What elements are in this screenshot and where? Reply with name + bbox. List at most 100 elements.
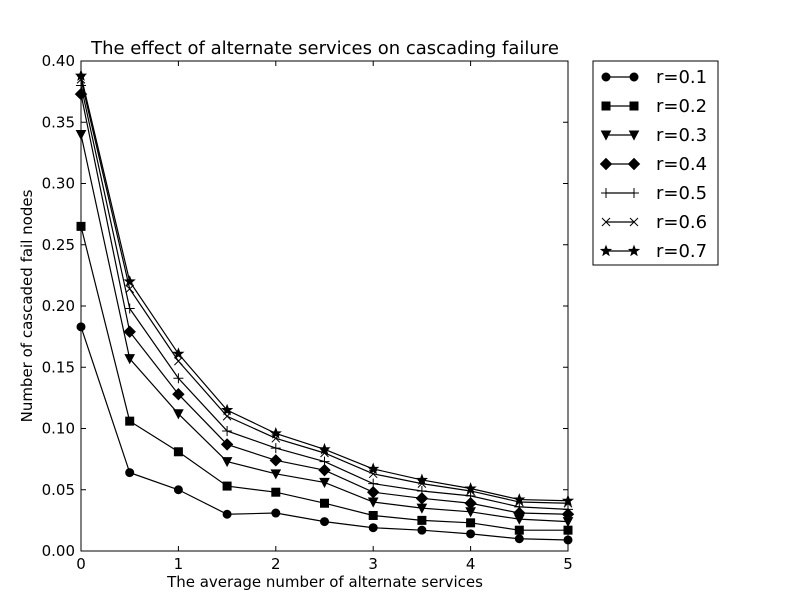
data-point — [318, 442, 331, 455]
data-point — [222, 425, 233, 436]
y-tick-label: 0.00 — [42, 542, 75, 560]
data-point — [123, 275, 136, 287]
data-point — [368, 478, 379, 489]
legend-entry: r=0.6 — [601, 212, 707, 233]
series-r-0-4 — [74, 87, 575, 521]
data-point — [320, 517, 329, 527]
legend-entry: r=0.4 — [599, 154, 707, 175]
data-point — [464, 482, 477, 494]
plot-area: 0 1 2 3 4 5 0.00 0.05 0.10 0.15 0.20 0.25 0.30 0.35 0.… — [42, 52, 575, 573]
data-point — [417, 515, 427, 525]
legend-marker — [599, 244, 613, 257]
legend-marker — [628, 130, 640, 141]
data-point — [367, 462, 380, 475]
data-point — [269, 454, 283, 467]
y-axis-label: Number of cascaded fail nodes — [18, 189, 36, 422]
legend-label: r=0.2 — [656, 96, 707, 117]
data-point — [415, 492, 429, 505]
y-tick-label: 0.35 — [42, 113, 75, 131]
series-r-0-5 — [76, 80, 573, 515]
legend-marker — [629, 101, 639, 111]
data-point — [514, 501, 525, 512]
data-point — [173, 447, 183, 457]
x-tick-label: 4 — [466, 555, 476, 573]
y-tick-label: 0.30 — [42, 175, 75, 193]
axes-frame — [80, 60, 569, 552]
legend-entry: r=0.7 — [599, 241, 707, 262]
data-point — [513, 506, 526, 520]
legend-box — [592, 60, 719, 266]
legend-entry: r=0.5 — [601, 183, 707, 204]
legend-marker — [601, 72, 611, 82]
data-point — [465, 490, 476, 501]
y-tick-label: 0.05 — [42, 481, 75, 499]
series-r-0-3 — [75, 130, 574, 528]
y-tick-label: 0.25 — [42, 236, 75, 254]
legend-entry: r=0.3 — [600, 125, 707, 146]
legend-label: r=0.6 — [656, 212, 707, 233]
data-point — [320, 498, 329, 508]
data-point — [513, 493, 526, 505]
data-point — [417, 525, 427, 535]
data-point — [368, 523, 378, 533]
data-point — [173, 485, 183, 495]
data-point — [173, 373, 184, 384]
data-point — [271, 508, 281, 518]
y-tick-label: 0.40 — [42, 52, 75, 70]
data-point — [221, 457, 233, 468]
data-point — [125, 416, 135, 426]
data-point — [269, 426, 282, 439]
data-point — [319, 456, 330, 467]
series-r-0-1 — [76, 322, 573, 545]
data-point — [464, 497, 477, 510]
data-point — [222, 509, 232, 519]
x-axis-label: The average number of alternate services — [166, 573, 483, 591]
legend-marker — [629, 217, 639, 227]
y-tick-label: 0.15 — [42, 358, 75, 376]
data-point — [173, 409, 184, 420]
data-point — [514, 534, 524, 544]
data-point — [222, 481, 232, 491]
data-point — [466, 529, 476, 539]
y-tick-label: 0.20 — [42, 297, 75, 315]
legend-marker — [627, 244, 641, 257]
data-point — [466, 518, 476, 528]
legend-marker — [627, 157, 641, 171]
legend-label: r=0.7 — [656, 241, 707, 262]
legend-label: r=0.1 — [656, 67, 707, 88]
data-point — [124, 354, 136, 365]
data-point — [123, 325, 136, 338]
legend-marker — [600, 130, 612, 141]
legend-marker — [601, 217, 611, 227]
data-point — [319, 477, 330, 488]
data-point — [514, 525, 524, 535]
data-point — [172, 387, 185, 401]
data-point — [318, 463, 331, 477]
legend-entry: r=0.1 — [601, 67, 707, 88]
x-tick-label: 1 — [174, 555, 184, 573]
x-tick-label: 3 — [368, 555, 378, 573]
x-tick-label: 2 — [271, 555, 281, 573]
data-point — [415, 473, 429, 486]
series-r-0-2 — [76, 221, 573, 535]
data-point — [172, 347, 185, 359]
data-point — [220, 438, 234, 451]
series-line — [80, 79, 569, 504]
y-tick-label: 0.10 — [42, 420, 75, 438]
legend-marker — [601, 101, 611, 111]
legend: r=0.1 r=0.2 r=0.3 r=0.4 r=0.5 r=0.6 r=0.7 — [592, 60, 719, 266]
data-point — [220, 403, 234, 416]
data-point — [271, 487, 281, 497]
data-point — [125, 468, 135, 478]
x-tick-label: 0 — [76, 555, 86, 573]
legend-label: r=0.5 — [656, 183, 707, 204]
legend-marker — [629, 72, 639, 82]
legend-label: r=0.4 — [656, 154, 707, 175]
legend-entry: r=0.2 — [601, 96, 707, 117]
data-point — [416, 485, 427, 496]
data-point — [270, 443, 281, 454]
data-point — [270, 469, 282, 480]
data-point — [368, 510, 378, 520]
legend-marker — [599, 157, 613, 171]
